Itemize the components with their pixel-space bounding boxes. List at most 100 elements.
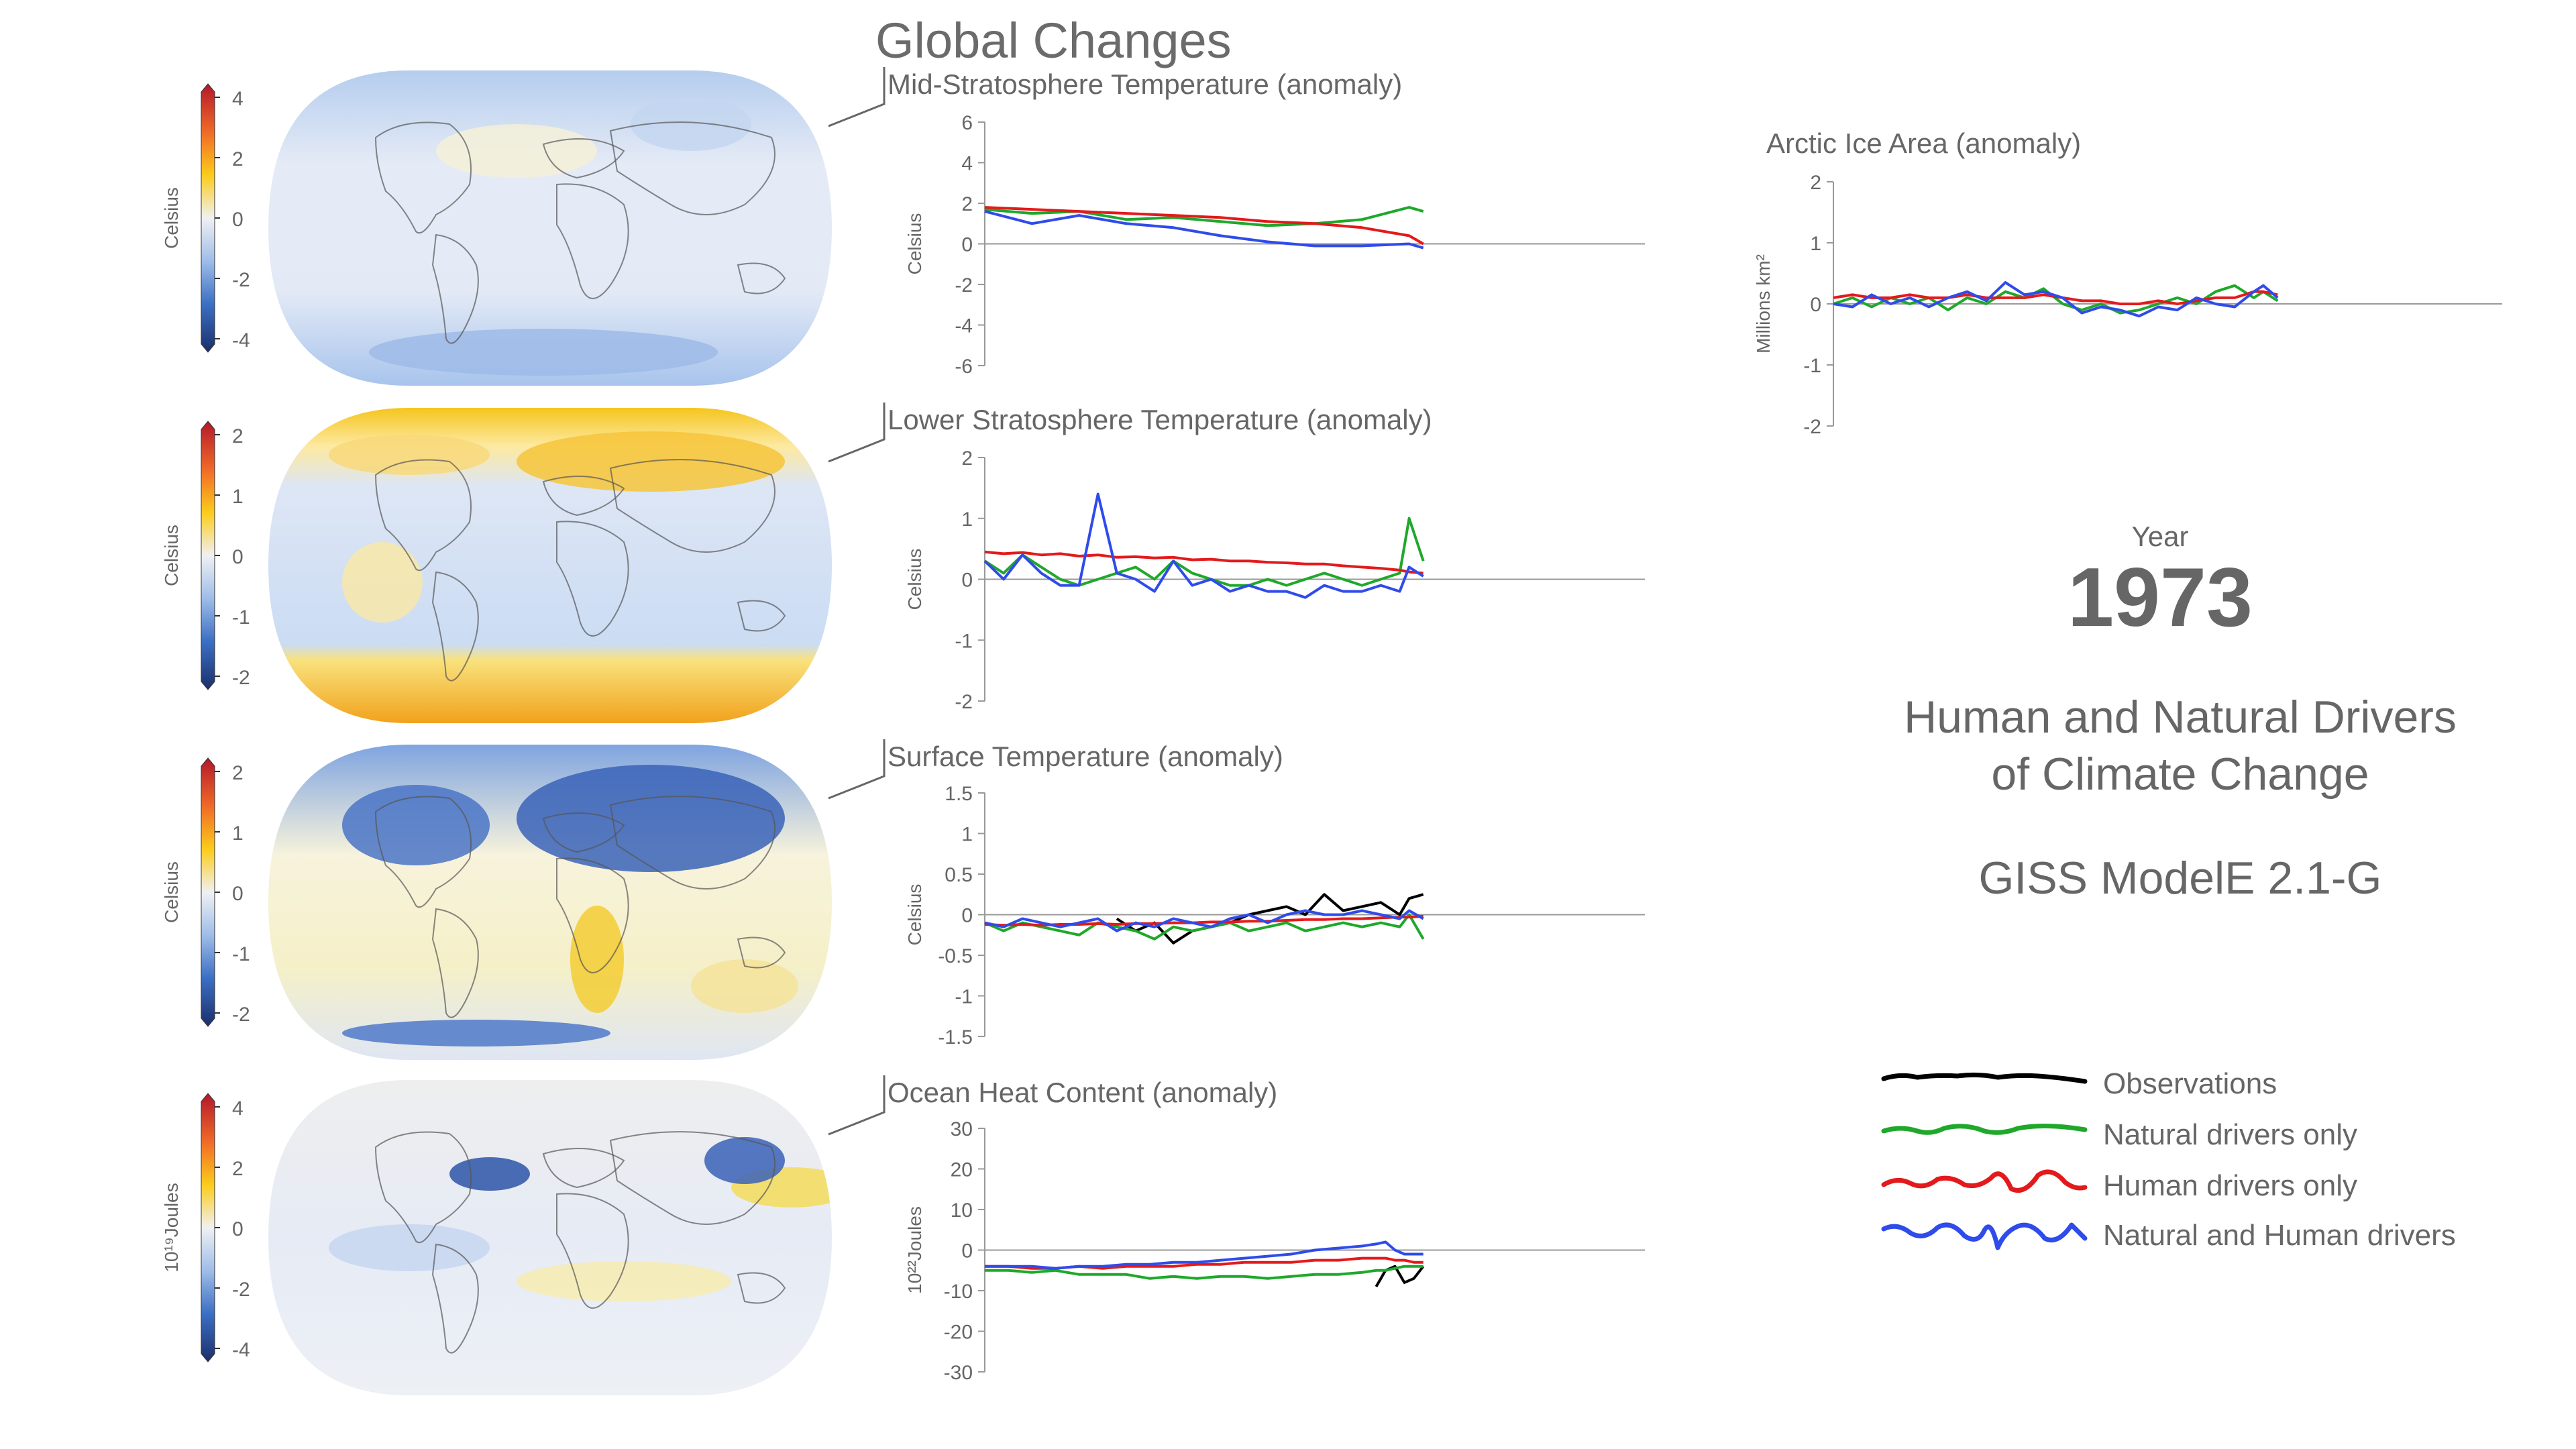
y-tick-label: -6 bbox=[955, 356, 973, 378]
continent-outline bbox=[542, 476, 625, 517]
colorbar-tick-label: 0 bbox=[232, 1218, 244, 1240]
continent-outline bbox=[374, 121, 472, 234]
y-tick-label: -1.5 bbox=[938, 1026, 973, 1049]
continent-outline bbox=[556, 521, 629, 637]
anomaly-region bbox=[329, 435, 490, 475]
colorbar-tick-label: -2 bbox=[232, 1279, 250, 1301]
anomaly-region bbox=[517, 1261, 731, 1301]
legend-label: Natural drivers only bbox=[2103, 1118, 2357, 1151]
chart-title: Ocean Heat Content (anomaly) bbox=[888, 1077, 1277, 1108]
continent-outline bbox=[737, 936, 786, 969]
colorbar-scale bbox=[201, 83, 215, 353]
anomaly-region bbox=[704, 1137, 785, 1184]
y-tick-label: -30 bbox=[944, 1362, 973, 1384]
y-tick-label: -20 bbox=[944, 1322, 973, 1344]
colorbar-3: 2 1 0 -1 -2 Celsius bbox=[161, 757, 250, 1027]
colorbar-tick-label: 2 bbox=[232, 1158, 244, 1180]
y-tick-label: 0.5 bbox=[945, 864, 973, 886]
legend-item-human: Human drivers only bbox=[1881, 1169, 2357, 1202]
colorbar-tick-label: 0 bbox=[232, 883, 244, 905]
colorbar-tick-label: 2 bbox=[232, 762, 244, 784]
y-axis-label: Celsius bbox=[904, 884, 925, 946]
colorbar-unit-label: Celsius bbox=[161, 861, 182, 923]
continent-outline bbox=[542, 1148, 625, 1189]
y-tick-label: -1 bbox=[955, 986, 973, 1008]
leader-line bbox=[828, 402, 885, 463]
y-tick-label: -2 bbox=[955, 274, 973, 297]
series-line-observations bbox=[1375, 1265, 1425, 1288]
y-axis-label: Celsius bbox=[904, 213, 925, 275]
y-tick-label: 1 bbox=[961, 508, 973, 531]
colorbar-tick-label: 1 bbox=[232, 486, 244, 508]
y-tick-label: 2 bbox=[1810, 172, 1821, 194]
y-tick-label: -2 bbox=[955, 691, 973, 713]
series-line-human bbox=[984, 206, 1424, 246]
continent-outline bbox=[542, 138, 625, 179]
colorbar-unit-label: Celsius bbox=[161, 525, 182, 586]
chart-4: Ocean Heat Content (anomaly) 30 20 10 0 -10 -2… bbox=[828, 1075, 1645, 1384]
series-line-natural bbox=[1833, 284, 2279, 315]
chart-title: Lower Stratosphere Temperature (anomaly) bbox=[888, 404, 1432, 435]
continent-outline bbox=[737, 1272, 786, 1304]
colorbar-tick-label: 0 bbox=[232, 546, 244, 568]
anomaly-region bbox=[436, 124, 597, 178]
y-tick-label: -0.5 bbox=[938, 945, 973, 967]
continent-outline bbox=[609, 459, 775, 553]
model-name: GISS ModelE 2.1-G bbox=[1978, 853, 2382, 904]
continent-outline bbox=[556, 857, 629, 973]
continent-outline bbox=[609, 796, 775, 890]
continent-outline bbox=[556, 183, 629, 299]
chart-2: Lower Stratosphere Temperature (anomaly)… bbox=[828, 402, 1645, 713]
continent-outline bbox=[431, 233, 479, 344]
colorbar-tick-label: 2 bbox=[232, 425, 244, 447]
continent-outline bbox=[431, 571, 479, 682]
leader-line bbox=[828, 739, 885, 800]
legend-label: Observations bbox=[2103, 1067, 2277, 1100]
anomaly-region bbox=[342, 1020, 610, 1046]
anomaly-region bbox=[570, 906, 624, 1013]
continent-outline bbox=[431, 1243, 479, 1354]
y-tick-label: 4 bbox=[961, 153, 973, 175]
series-line-both bbox=[985, 1240, 1424, 1270]
colorbar-scale bbox=[201, 1093, 215, 1362]
y-tick-label: 0 bbox=[961, 234, 973, 256]
legend-item-natural: Natural drivers only bbox=[1881, 1118, 2357, 1151]
y-tick-label: 0 bbox=[961, 570, 973, 592]
anomaly-region bbox=[369, 329, 718, 376]
anomaly-region bbox=[691, 959, 798, 1013]
colorbar-2: 2 1 0 -1 -2 Celsius bbox=[161, 421, 250, 690]
colorbar-tick-label: 2 bbox=[232, 148, 244, 170]
series-line-human bbox=[984, 914, 1424, 927]
colorbar-tick-label: -2 bbox=[232, 667, 250, 689]
anomaly-region bbox=[517, 765, 785, 872]
chart-title: Arctic Ice Area (anomaly) bbox=[1766, 127, 2081, 159]
globe-map-1 bbox=[268, 70, 832, 386]
colorbar-4: 4 2 0 -2 -4 10¹⁹Joules bbox=[161, 1093, 250, 1362]
chart-title: Mid-Stratosphere Temperature (anomaly) bbox=[888, 68, 1402, 100]
leader-line bbox=[828, 1075, 885, 1136]
y-tick-label: 6 bbox=[961, 112, 973, 134]
legend-label: Human drivers only bbox=[2103, 1169, 2357, 1202]
series-line-observations bbox=[1116, 893, 1424, 945]
y-axis-label: Celsius bbox=[904, 549, 925, 610]
colorbar-tick-label: -4 bbox=[232, 329, 250, 352]
colorbar-tick-label: 4 bbox=[232, 1097, 244, 1120]
continent-outline bbox=[737, 262, 786, 294]
continent-outline bbox=[374, 1131, 472, 1244]
legend-swatch bbox=[1881, 1123, 2088, 1135]
legend-item-observations: Observations bbox=[1881, 1067, 2277, 1100]
anomaly-region bbox=[329, 1224, 490, 1271]
y-tick-label: 0 bbox=[961, 905, 973, 927]
series-line-natural bbox=[985, 1265, 1424, 1280]
colorbar-tick-label: 4 bbox=[232, 88, 244, 110]
colorbar-1: 4 2 0 -2 -4 Celsius bbox=[161, 83, 250, 353]
year-value: 1973 bbox=[2068, 551, 2253, 644]
colorbar-tick-label: -1 bbox=[232, 606, 250, 629]
continent-outline bbox=[374, 796, 472, 908]
y-tick-label: 30 bbox=[951, 1118, 973, 1140]
legend-swatch bbox=[1881, 1169, 2088, 1193]
series-line-natural bbox=[983, 517, 1425, 587]
y-axis-label: Millions km² bbox=[1753, 254, 1774, 354]
y-tick-label: 2 bbox=[961, 193, 973, 215]
